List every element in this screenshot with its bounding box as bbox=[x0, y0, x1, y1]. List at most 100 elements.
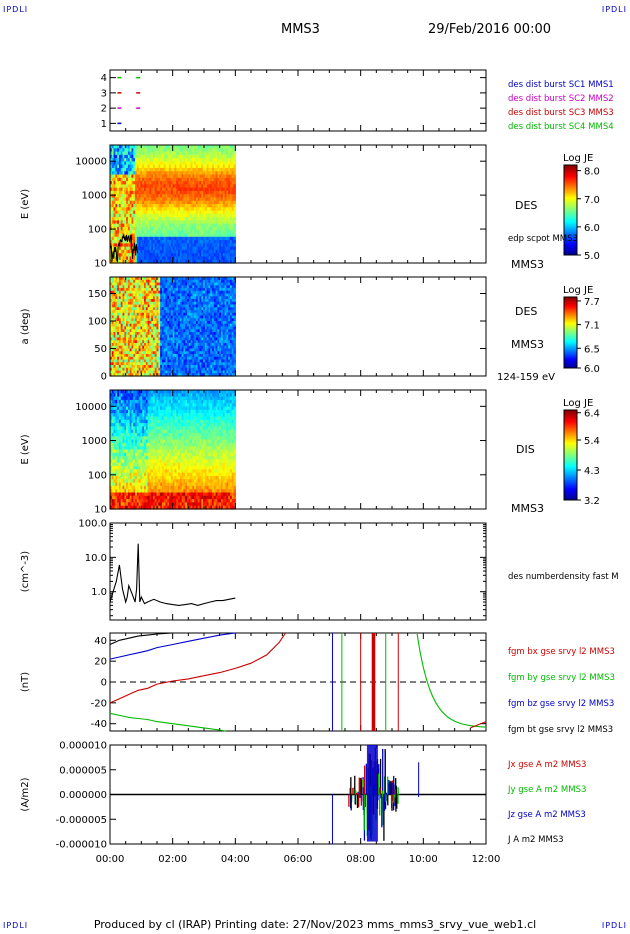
heatmap-cell bbox=[126, 184, 129, 189]
heatmap-cell bbox=[190, 213, 193, 218]
heatmap-cell bbox=[199, 240, 202, 244]
heatmap-cell bbox=[181, 151, 185, 156]
heatmap-cell bbox=[144, 148, 147, 153]
heatmap-cell bbox=[181, 259, 185, 264]
heatmap-cell bbox=[190, 256, 193, 261]
heatmap-cell bbox=[129, 240, 133, 244]
heatmap-cell bbox=[160, 233, 163, 238]
heatmap-cell bbox=[111, 285, 115, 289]
heatmap-cell bbox=[118, 315, 122, 319]
heatmap-cell bbox=[117, 365, 120, 369]
heatmap-cell bbox=[226, 307, 229, 311]
heatmap-cell bbox=[163, 345, 167, 350]
heatmap-cell bbox=[174, 148, 177, 153]
heatmap-cell bbox=[147, 293, 150, 297]
heatmap-cell bbox=[158, 174, 161, 179]
heatmap-cell bbox=[176, 223, 179, 228]
heatmap-cell bbox=[131, 217, 134, 221]
heatmap-cell bbox=[129, 200, 133, 205]
heatmap-cell bbox=[188, 233, 192, 238]
heatmap-cell bbox=[124, 304, 127, 308]
heatmap-cell bbox=[138, 164, 142, 169]
heatmap-cell bbox=[133, 187, 136, 192]
heatmap-cell bbox=[167, 230, 170, 235]
heatmap-cell bbox=[210, 332, 213, 336]
heatmap-cell bbox=[212, 243, 215, 248]
heatmap-cell bbox=[179, 323, 183, 328]
heatmap-cell bbox=[160, 312, 163, 317]
heatmap-cell bbox=[222, 351, 226, 355]
heatmap-cell bbox=[204, 299, 208, 303]
heatmap-cell bbox=[188, 365, 192, 369]
heatmap-cell bbox=[151, 259, 154, 264]
heatmap-cell bbox=[117, 332, 120, 336]
heatmap-cell bbox=[183, 145, 186, 149]
heatmap-cell bbox=[163, 362, 167, 366]
heatmap-cell bbox=[122, 290, 125, 295]
heatmap-cell bbox=[170, 373, 174, 377]
heatmap-cell bbox=[228, 318, 231, 322]
heatmap-cell bbox=[124, 223, 127, 228]
heatmap-cell bbox=[208, 230, 211, 235]
heatmap-cell bbox=[144, 190, 147, 195]
heatmap-cell bbox=[221, 259, 224, 264]
heatmap-cell bbox=[179, 158, 183, 162]
heatmap-cell bbox=[156, 370, 159, 374]
heatmap-cell bbox=[154, 348, 158, 352]
heatmap-cell bbox=[163, 148, 167, 153]
heatmap-cell bbox=[111, 343, 115, 347]
heatmap-cell bbox=[197, 200, 201, 205]
heatmap-cell bbox=[213, 200, 217, 205]
heatmap-cell bbox=[136, 354, 140, 358]
heatmap-cell bbox=[138, 240, 142, 244]
heatmap-cell bbox=[160, 277, 163, 281]
heatmap-cell bbox=[161, 204, 165, 208]
heatmap-cell bbox=[115, 345, 118, 350]
heatmap-cell bbox=[229, 240, 233, 244]
heatmap-cell bbox=[212, 282, 215, 286]
heatmap-cell bbox=[208, 246, 211, 251]
heatmap-cell bbox=[192, 345, 195, 350]
heatmap-cell bbox=[160, 310, 163, 314]
heatmap-cell bbox=[154, 246, 158, 251]
heatmap-cell bbox=[144, 290, 147, 295]
heatmap-cell bbox=[124, 279, 127, 284]
heatmap-cell bbox=[231, 171, 235, 176]
heatmap-cell bbox=[115, 348, 118, 352]
heatmap-cell bbox=[144, 145, 147, 149]
heatmap-cell bbox=[165, 158, 168, 162]
heatmap-cell bbox=[215, 290, 219, 295]
heatmap-cell bbox=[183, 240, 186, 244]
heatmap-cell bbox=[217, 277, 220, 281]
heatmap-cell bbox=[229, 362, 233, 366]
heatmap-cell bbox=[226, 351, 229, 355]
heatmap-cell bbox=[170, 259, 174, 264]
heatmap-cell bbox=[136, 326, 140, 330]
heatmap-cell bbox=[131, 337, 134, 341]
heatmap-cell bbox=[194, 367, 197, 372]
heatmap-cell bbox=[140, 243, 143, 248]
heatmap-cell bbox=[172, 223, 176, 228]
heatmap-cell bbox=[186, 359, 190, 363]
heatmap-cell bbox=[174, 236, 177, 241]
heatmap-cell bbox=[140, 343, 143, 347]
heatmap-cell bbox=[213, 171, 217, 176]
heatmap-cell bbox=[113, 279, 116, 284]
heatmap-cell bbox=[174, 171, 177, 176]
heatmap-cell bbox=[135, 362, 138, 366]
heatmap-cell bbox=[135, 367, 138, 372]
heatmap-cell bbox=[126, 332, 129, 336]
heatmap-cell bbox=[115, 343, 118, 347]
heatmap-cell bbox=[111, 167, 115, 172]
heatmap-cell bbox=[133, 343, 136, 347]
heatmap-cell bbox=[154, 259, 158, 264]
heatmap-cell bbox=[208, 233, 211, 238]
heatmap-cell bbox=[167, 190, 170, 195]
heatmap-cell bbox=[222, 190, 226, 195]
heatmap-cell bbox=[219, 299, 222, 303]
heatmap-cell bbox=[233, 210, 236, 215]
heatmap-cell bbox=[176, 213, 179, 218]
heatmap-cell bbox=[229, 282, 233, 286]
heatmap-cell bbox=[165, 187, 168, 192]
heatmap-cell bbox=[174, 246, 177, 251]
